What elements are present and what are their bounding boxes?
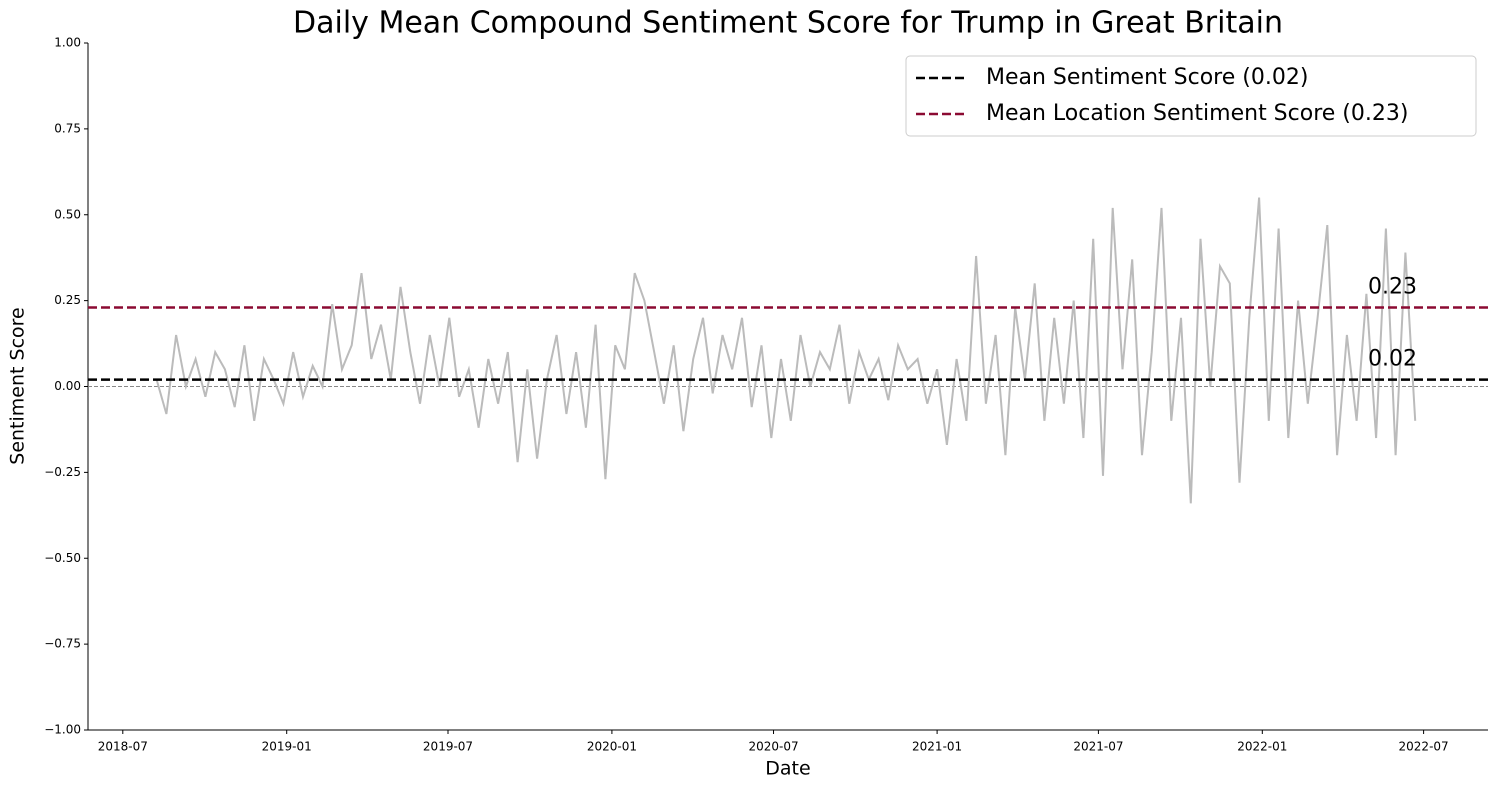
y-tick-label: −1.00 [44, 723, 81, 737]
mean-label: 0.23 [1368, 274, 1417, 299]
legend-label: Mean Location Sentiment Score (0.23) [986, 101, 1408, 126]
y-tick-label: −0.75 [44, 637, 81, 651]
y-tick-label: 1.00 [54, 36, 81, 50]
x-tick-label: 2022-01 [1237, 740, 1287, 754]
data-line [155, 197, 1417, 504]
mean-label: 0.02 [1368, 347, 1417, 372]
chart-title: Daily Mean Compound Sentiment Score for … [293, 6, 1283, 41]
y-tick-label: −0.50 [44, 551, 81, 565]
x-tick-label: 2018-07 [98, 740, 148, 754]
x-tick-label: 2019-01 [262, 740, 312, 754]
x-tick-label: 2020-07 [748, 740, 798, 754]
legend-box [905, 55, 1477, 137]
x-tick-label: 2020-01 [587, 740, 637, 754]
x-tick-label: 2021-01 [912, 740, 962, 754]
x-axis-label: Date [765, 758, 810, 780]
x-tick-label: 2021-07 [1073, 740, 1123, 754]
y-tick-label: 0.75 [54, 121, 81, 135]
y-tick-label: 0.00 [54, 379, 81, 393]
x-tick-label: 2022-07 [1399, 740, 1449, 754]
y-axis-label: Sentiment Score [7, 307, 29, 464]
y-tick-label: 0.25 [54, 293, 81, 307]
y-tick-label: −0.25 [44, 465, 81, 479]
y-tick-label: 0.50 [54, 207, 81, 221]
legend-label: Mean Sentiment Score (0.02) [986, 65, 1308, 90]
x-tick-label: 2019-07 [423, 740, 473, 754]
